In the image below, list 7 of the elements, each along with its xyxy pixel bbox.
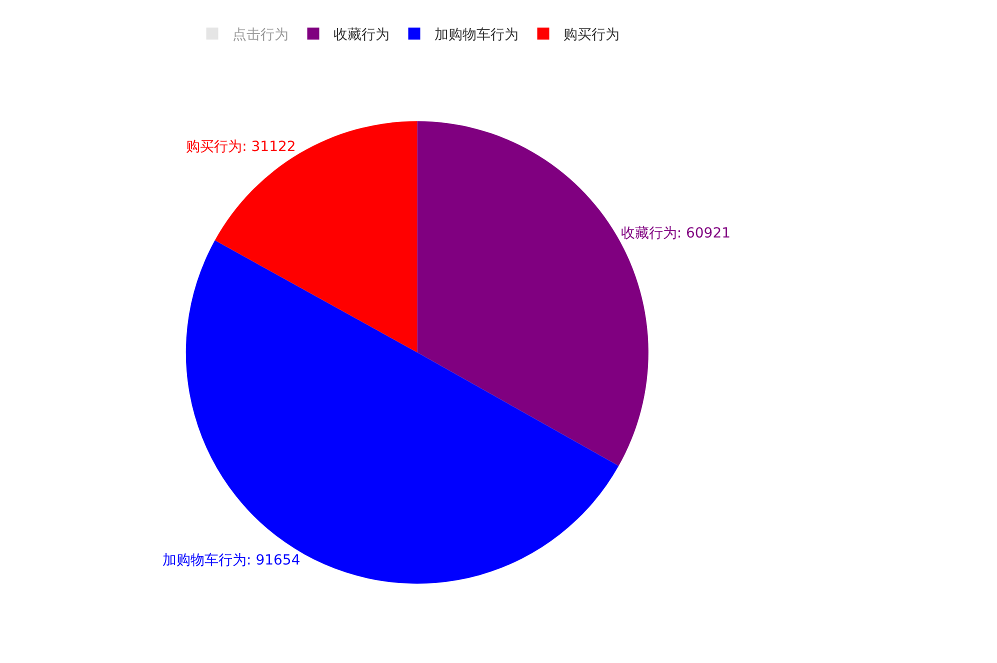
legend-label: 购买行为 bbox=[563, 27, 620, 44]
legend-label: 加购物车行为 bbox=[434, 27, 518, 44]
legend-label: 点击行为 bbox=[232, 27, 288, 44]
data-label: 收藏行为: 60921 bbox=[620, 226, 731, 242]
data-label: 购买行为: 31122 bbox=[186, 139, 296, 156]
legend-label: 收藏行为 bbox=[333, 27, 390, 44]
data-label: 加购物车行为: 91654 bbox=[162, 552, 300, 568]
